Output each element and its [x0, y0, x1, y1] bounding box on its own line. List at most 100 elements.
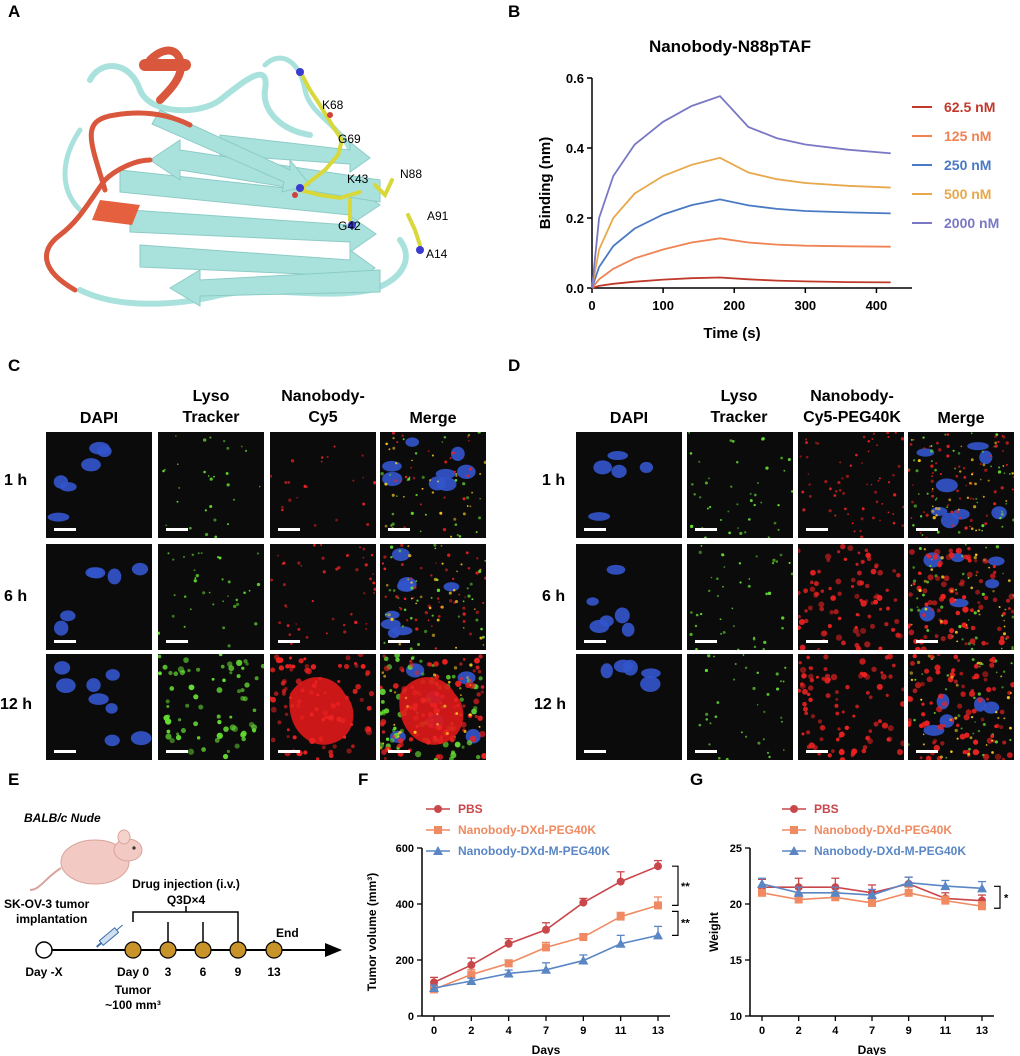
residue-label-k68: K68: [322, 98, 344, 112]
scale-bar: [695, 528, 717, 531]
legend-label: PBS: [814, 802, 839, 816]
micrograph-c-0-1: [46, 544, 152, 650]
legend-marker: [434, 826, 442, 834]
data-point: [467, 961, 476, 970]
x-tick-label: 0: [759, 1025, 765, 1037]
legend-marker: [790, 805, 798, 813]
row-label-1h-c: 1 h: [4, 472, 28, 489]
data-point: [430, 978, 438, 987]
scale-bar: [278, 750, 300, 753]
legend-label: Nanobody-DXd-M-PEG40K: [458, 844, 610, 858]
data-point: [977, 883, 987, 893]
data-point: [616, 877, 625, 886]
micrograph-c-2-0: [270, 432, 376, 538]
x-tick-label: 300: [794, 298, 816, 313]
scale-bar: [916, 640, 938, 643]
x-axis-label: Time (s): [703, 325, 760, 342]
legend-marker: [789, 846, 799, 855]
micrograph-d-0-0: [576, 432, 682, 538]
injection-label: Drug injection (i.v.) Q3D×4: [132, 877, 240, 907]
panel-letter-d: D: [508, 356, 521, 375]
legend-marker: [433, 846, 443, 855]
y-axis-label: Tumor volume (mm³): [365, 873, 379, 991]
data-point: [758, 888, 766, 897]
legend-label: Nanobody-DXd-M-PEG40K: [814, 844, 966, 858]
data-point: [467, 970, 476, 979]
micrograph-c-2-1: [270, 544, 376, 650]
scale-bar: [166, 640, 188, 643]
col-header-merge-d: Merge: [937, 410, 985, 427]
x-tick-label: 2: [796, 1025, 802, 1037]
series-line: [591, 237, 891, 289]
day-label-x: Day -X: [25, 965, 62, 979]
micrograph-d-3-0: [908, 432, 1014, 538]
panel-letter-a: A: [8, 2, 21, 21]
legend-label: Nanobody-DXd-PEG40K: [814, 823, 952, 837]
implant-label: SK-OV-3 tumor implantation: [4, 897, 90, 926]
legend-label: 250 nM: [944, 157, 991, 173]
x-tick-label: 13: [976, 1025, 988, 1037]
y-tick-label: 15: [730, 955, 742, 967]
x-tick-label: 7: [543, 1025, 549, 1037]
data-point: [653, 930, 663, 940]
data-point: [504, 939, 513, 948]
data-point: [503, 968, 514, 978]
nanobody-structure-image: K68 G69 K43 N88 G42 A91 A14: [44, 46, 449, 307]
data-point: [579, 933, 588, 942]
end-label: End: [276, 926, 299, 940]
y-tick-label: 0: [408, 1011, 414, 1023]
panel-letter-b: B: [508, 2, 521, 21]
legend-label: 500 nM: [944, 186, 991, 202]
scale-bar: [166, 528, 188, 531]
data-point: [654, 901, 662, 910]
tumor-volume-chart: 0 200 400 600 0 2 4 7 9 11 13 Days Tumor volume (mm³…: [365, 802, 690, 1055]
body-weight-chart: 10 15 20 25 0 2 4 7 9 11 13 Days Weight PBS Nanobody-D…: [707, 802, 1009, 1055]
scale-bar: [916, 750, 938, 753]
row-label-6h-d: 6 h: [542, 588, 566, 605]
micrograph-c-3-0: [380, 432, 486, 538]
y-tick-label: 200: [396, 955, 414, 967]
x-tick-label: 13: [652, 1025, 664, 1037]
micrograph-d-2-0: [798, 432, 904, 538]
binding-chart: Nanobody-N88pTAF 0.0 0.2 0.4 0.6 0 100 200 300 40…: [537, 37, 999, 342]
scale-bar: [278, 640, 300, 643]
row-label-6h-c: 6 h: [4, 588, 28, 605]
x-tick-label: 400: [866, 298, 888, 313]
scale-bar: [806, 640, 828, 643]
micrograph-d-3-2: [908, 654, 1014, 760]
data-point: [940, 881, 951, 891]
series-line: [591, 198, 891, 289]
data-point: [504, 959, 513, 968]
scale-bar: [54, 640, 76, 643]
legend-label: 125 nM: [944, 128, 991, 144]
y-tick-label: 0.2: [566, 211, 584, 226]
col-header-dapi-c: DAPI: [79, 410, 119, 427]
scale-bar: [54, 750, 76, 753]
significance-label: ****: [681, 881, 690, 893]
scale-bar: [54, 528, 76, 531]
significance-bracket: [672, 910, 679, 936]
y-tick-label: 10: [730, 1011, 742, 1023]
data-point: [868, 898, 876, 907]
micrograph-d-2-1: [798, 544, 904, 650]
legend-label: 2000 nM: [944, 215, 999, 231]
scale-bar: [388, 528, 410, 531]
x-axis-label: Days: [858, 1043, 887, 1055]
row-label-12h-c: 12 h: [0, 696, 33, 713]
x-tick-label: 200: [723, 298, 745, 313]
micrograph-c-0-0: [46, 432, 152, 538]
panel-letter-c: C: [8, 356, 21, 375]
tumor-size-label: Tumor ~100 mm³: [105, 983, 161, 1012]
significance-label: ****: [681, 917, 690, 929]
data-point: [903, 877, 914, 887]
y-tick-label: 0.6: [566, 71, 584, 86]
micrograph-d-1-2: [687, 654, 793, 760]
data-point: [904, 888, 913, 897]
x-tick-label: 4: [506, 1025, 513, 1037]
x-tick-label: 4: [832, 1025, 839, 1037]
day-label-9: 9: [235, 965, 242, 979]
y-tick-label: 400: [396, 899, 414, 911]
panel-letter-e: E: [8, 770, 20, 789]
micrograph-c-0-2: [46, 654, 152, 760]
scale-bar: [584, 750, 606, 753]
